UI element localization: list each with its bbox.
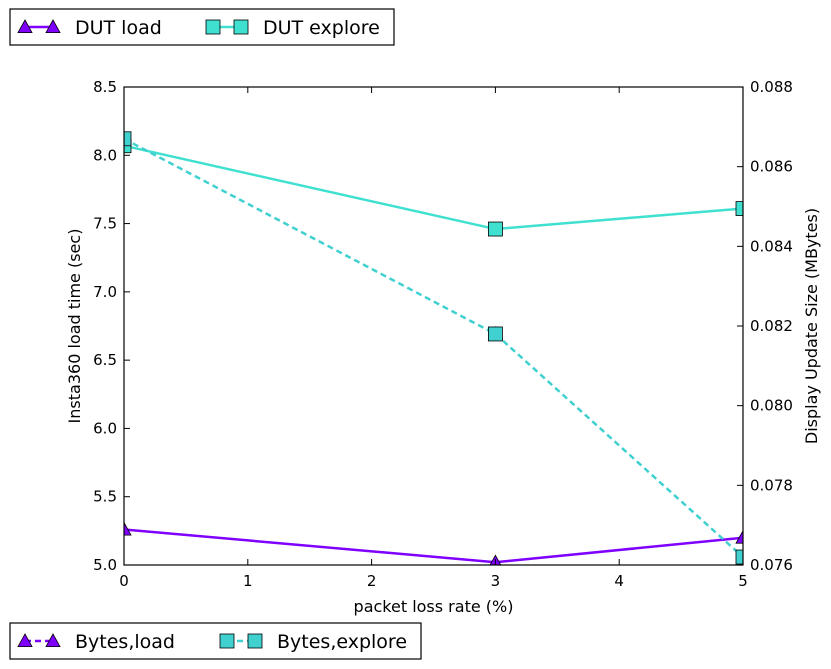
- axes: 0 1 2 3 4 5 5.0 5.5 6.0 6.5 7.0 7.5 8.0 8.5 0.076 0.078…: [65, 78, 821, 616]
- y-left-tick-label: 8.5: [93, 78, 117, 96]
- legend-marker: [247, 633, 263, 649]
- legend-marker: [45, 633, 61, 647]
- x-tick-label: 5: [738, 572, 748, 590]
- data-point-3-1: [487, 326, 503, 342]
- x-tick-label: 1: [243, 572, 253, 590]
- data-point-1-2: [735, 201, 743, 216]
- legend-marker: [17, 633, 33, 647]
- y-left-axis-label: Insta360 load time (sec): [65, 229, 84, 424]
- y-left-tick-label: 7.5: [93, 215, 117, 233]
- y-left-tick-label: 6.0: [93, 419, 117, 437]
- y-right-tick-label: 0.086: [750, 158, 793, 176]
- legend-label: Bytes,load: [75, 631, 175, 653]
- legend-marker: [219, 633, 235, 649]
- y-right-tick-label: 0.088: [750, 78, 793, 96]
- legend-marker: [205, 19, 221, 35]
- data-point-3-2: [735, 549, 743, 565]
- plot-area: [124, 130, 743, 565]
- y-right-tick-label: 0.076: [750, 556, 793, 574]
- legend-box: [9, 622, 422, 660]
- y-right-tick-label: 0.078: [750, 476, 793, 494]
- y-left-tick-label: 7.0: [93, 283, 117, 301]
- series-line-0: [124, 528, 743, 564]
- y-left-tick-label: 5.0: [93, 556, 117, 574]
- y-left-tick-label: 8.0: [93, 146, 117, 164]
- y-right-tick-label: 0.080: [750, 397, 793, 415]
- legend-marker: [17, 19, 33, 33]
- y-right-tick-label: 0.082: [750, 317, 793, 335]
- x-tick-label: 0: [119, 572, 129, 590]
- series-line-3: [124, 137, 743, 558]
- x-tick-label: 3: [491, 572, 501, 590]
- data-point-0-0: [124, 521, 132, 536]
- legend-marker: [233, 19, 249, 35]
- series-group: [124, 130, 743, 565]
- legend-label: Bytes,explore: [277, 631, 407, 653]
- y-left-tick-label: 6.5: [93, 351, 117, 369]
- legend-top: DUT load DUT explore: [9, 8, 395, 46]
- y-left-tick-label: 5.5: [93, 488, 117, 506]
- data-point-3-0: [124, 131, 132, 147]
- y-right-tick-label: 0.084: [750, 237, 793, 255]
- x-tick-label: 2: [367, 572, 377, 590]
- y-right-axis-label: Display Update Size (MBytes): [802, 208, 821, 444]
- x-axis-label: packet loss rate (%): [354, 597, 514, 616]
- legend-bottom: Bytes,load Bytes,explore: [9, 622, 422, 660]
- data-point-0-2: [735, 529, 743, 544]
- legend-label: DUT load: [75, 17, 162, 39]
- plot-frame: [123, 86, 744, 566]
- legend-marker: [45, 19, 61, 33]
- legend-label: DUT explore: [263, 17, 380, 39]
- x-tick-label: 4: [614, 572, 624, 590]
- legend-box: [9, 8, 395, 46]
- data-point-1-1: [487, 221, 503, 237]
